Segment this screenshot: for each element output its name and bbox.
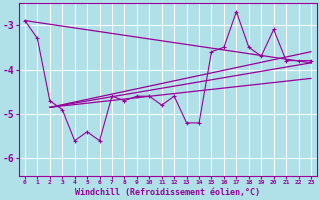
X-axis label: Windchill (Refroidissement éolien,°C): Windchill (Refroidissement éolien,°C)	[76, 188, 260, 197]
